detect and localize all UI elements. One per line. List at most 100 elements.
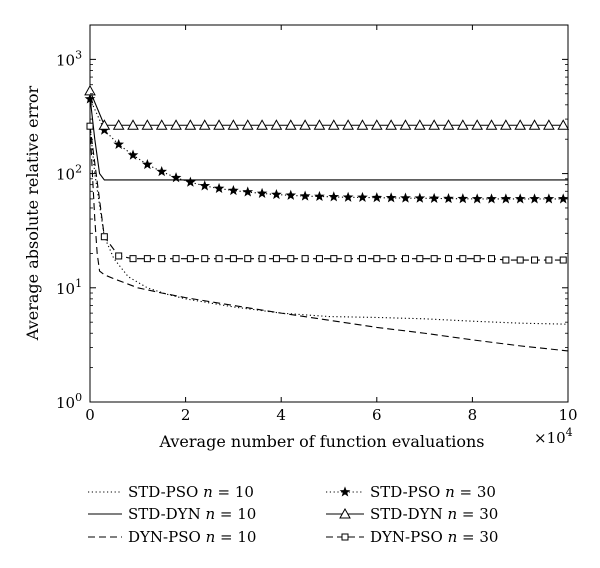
- series-4-marker: [113, 138, 125, 149]
- series-line-1: [89, 126, 569, 325]
- series-4-marker: [357, 191, 368, 202]
- series-6-marker: [559, 256, 567, 264]
- series-6-marker: [186, 255, 194, 263]
- series-5-marker: [155, 119, 168, 130]
- series-6-marker: [516, 256, 524, 264]
- series-4-marker: [371, 192, 383, 203]
- series-6-marker: [430, 255, 438, 263]
- series-4-marker: [328, 191, 340, 202]
- series-6-marker: [502, 256, 510, 264]
- series-4-marker: [213, 182, 225, 194]
- series-5-marker: [500, 119, 512, 130]
- series-6-marker: [416, 255, 424, 263]
- legend-marker-4: [339, 486, 351, 497]
- legend-label-6: DYN-PSO n = 30: [370, 528, 498, 546]
- series-5-marker: [356, 119, 369, 130]
- series-6-marker: [387, 255, 395, 263]
- series-6-marker: [201, 255, 209, 263]
- series-4-marker: [299, 190, 311, 201]
- y-axis-label: Average absolute relative error: [23, 85, 42, 341]
- series-5-marker: [456, 119, 469, 130]
- series-5-marker: [543, 119, 555, 130]
- series-4-marker: [400, 192, 411, 203]
- x-tick-label: 4: [276, 406, 286, 424]
- series-6-marker: [488, 255, 496, 263]
- series-4-marker: [199, 180, 211, 191]
- series-6-marker: [315, 255, 323, 263]
- series-4-marker: [156, 166, 168, 177]
- series-5-marker: [227, 119, 240, 130]
- legend-marker-6: [341, 533, 349, 541]
- legend-marker-5: [339, 507, 351, 519]
- series-4-marker: [228, 184, 239, 196]
- series-5-marker: [370, 119, 383, 130]
- series-4-marker: [127, 149, 139, 160]
- x-tick-label: 6: [372, 406, 382, 424]
- series-4-marker: [342, 191, 354, 202]
- curves-layer: [84, 84, 570, 352]
- y-tick-label: 103: [56, 48, 82, 69]
- series-5-marker: [442, 119, 455, 130]
- x-axis-multiplier: ×104: [534, 426, 573, 447]
- series-6-marker: [287, 255, 295, 263]
- series-4-marker: [457, 193, 469, 204]
- legend-label-1: STD-PSO n = 10: [128, 483, 254, 501]
- legend-label-4: STD-PSO n = 30: [370, 483, 496, 501]
- series-4-marker: [84, 93, 96, 104]
- series-4-marker: [285, 189, 297, 200]
- series-4-marker: [529, 193, 540, 204]
- series-6-marker: [545, 256, 553, 264]
- series-5-marker: [184, 119, 197, 130]
- y-tick-label: 101: [56, 277, 82, 298]
- series-6-marker: [401, 255, 409, 263]
- legend-label-3: DYN-PSO n = 10: [128, 528, 256, 546]
- series-6-marker: [531, 256, 539, 264]
- series-4-marker: [385, 192, 397, 203]
- series-6-marker: [301, 255, 309, 263]
- series-6-marker: [358, 255, 366, 263]
- plot-area-frame: [89, 24, 569, 403]
- series-line-3: [89, 126, 569, 352]
- series-6-marker: [330, 255, 338, 263]
- series-5-marker: [514, 119, 527, 130]
- series-4-marker: [256, 187, 268, 198]
- series-4-marker: [414, 192, 426, 203]
- series-5-marker: [112, 119, 125, 130]
- series-6-marker: [100, 233, 108, 241]
- series-6-marker: [129, 255, 137, 263]
- series-5-marker: [485, 119, 498, 130]
- series-6-marker: [445, 255, 452, 263]
- series-4-marker: [428, 192, 440, 203]
- x-tick-label: 0: [85, 406, 95, 424]
- series-4-marker: [500, 193, 512, 204]
- series-5-marker: [141, 119, 154, 130]
- series-5-marker: [557, 119, 570, 130]
- series-6-marker: [172, 255, 180, 263]
- x-axis-label: Average number of function evaluations: [158, 432, 484, 451]
- series-5-marker: [284, 119, 297, 130]
- series-5-marker: [528, 119, 541, 130]
- legend: STD-PSO n = 10 STD-DYN n = 10 DYN-PSO n = …: [88, 483, 498, 546]
- series-6-marker: [272, 255, 280, 263]
- x-axis-multiplier-exponent: 4: [566, 426, 573, 439]
- y-tick-label: 102: [56, 163, 82, 184]
- series-4-marker: [514, 193, 526, 204]
- series-6-marker: [158, 255, 166, 263]
- series-5-marker: [471, 119, 484, 130]
- series-6-marker: [344, 255, 352, 263]
- x-tick-label: 10: [558, 406, 577, 424]
- series-6-marker: [229, 255, 237, 263]
- series-5-marker: [198, 119, 211, 130]
- axes-layer: 0 2 4 6 8 10 100 101 102 103: [56, 25, 578, 424]
- series-4-marker: [557, 193, 569, 204]
- series-4-marker: [471, 193, 483, 204]
- series-5-marker: [399, 119, 412, 130]
- series-5-marker: [428, 119, 441, 130]
- series-5-marker: [213, 119, 225, 130]
- series-5-marker: [327, 119, 340, 130]
- series-4-marker: [543, 193, 555, 204]
- series-6-marker: [143, 255, 151, 263]
- series-4-marker: [170, 172, 182, 183]
- y-tick-label: 100: [56, 391, 82, 412]
- series-5-marker: [313, 119, 326, 130]
